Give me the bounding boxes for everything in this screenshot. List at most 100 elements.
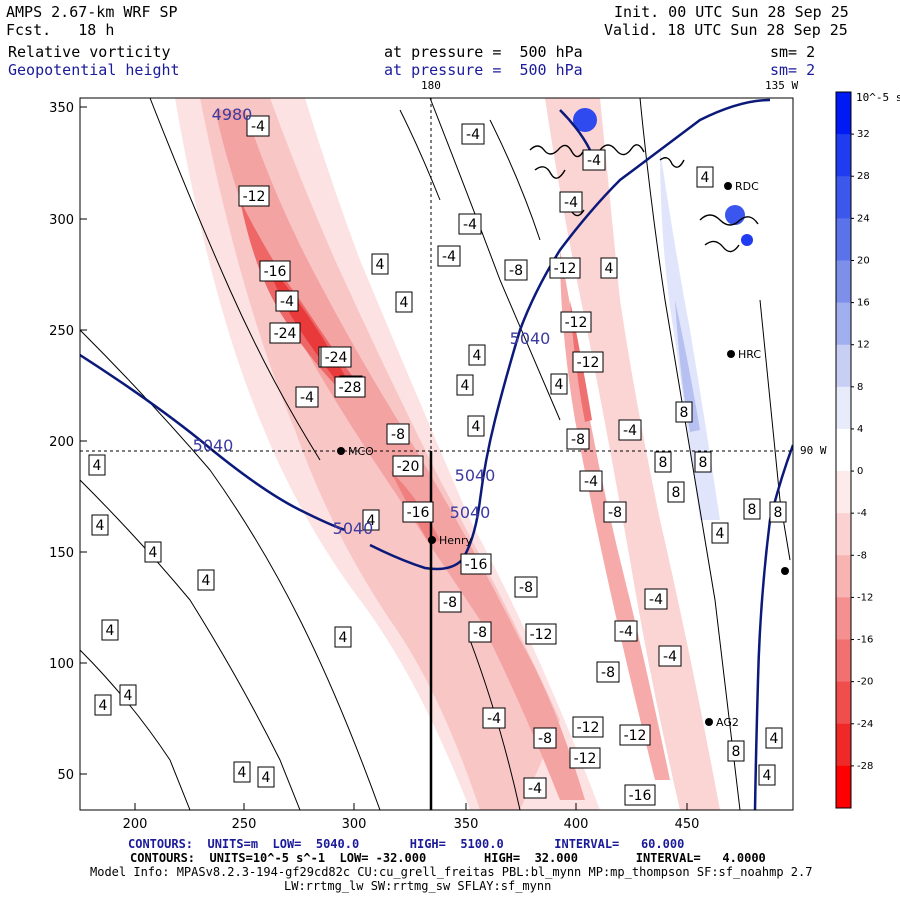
- vorticity-contour-label: 4: [88, 454, 106, 476]
- svg-text:-12: -12: [577, 355, 600, 371]
- colorbar-label: -12: [857, 592, 873, 603]
- field2-label: Geopotential height: [8, 61, 180, 79]
- vorticity-contour-label: 4: [550, 373, 568, 395]
- vorticity-contour-label: 8: [727, 740, 745, 762]
- y-tick-label: 100: [49, 657, 74, 672]
- x-tick-label: 200: [123, 817, 148, 832]
- vorticity-contour-label: 4: [371, 253, 389, 275]
- colorbar-swatch: [836, 471, 851, 514]
- svg-text:-8: -8: [608, 505, 622, 521]
- vorticity-contour-label: 4: [362, 509, 380, 531]
- vorticity-contour-label: -16: [460, 553, 492, 575]
- vorticity-contour-label: 4: [467, 415, 485, 437]
- colorbar-label: 12: [857, 340, 870, 351]
- smoothing2-label: sm= 2: [770, 61, 816, 79]
- vorticity-contour-label: 8: [769, 501, 787, 523]
- vorticity-contour-label: 4: [696, 166, 714, 188]
- svg-text:-4: -4: [584, 474, 598, 490]
- svg-text:-8: -8: [509, 263, 523, 279]
- vorticity-contour-label: -4: [644, 588, 668, 610]
- vorticity-contour-label: 4: [468, 344, 486, 366]
- colorbar-label: -20: [857, 677, 873, 688]
- svg-text:-12: -12: [574, 751, 597, 767]
- lon-135w-label: 135 W: [765, 79, 799, 92]
- colorbar-swatch: [836, 555, 851, 598]
- svg-text:-4: -4: [623, 423, 637, 439]
- vorticity-contour-label: -8: [566, 428, 590, 450]
- vorticity-contour-label: -4: [579, 470, 603, 492]
- vorticity-contour-label: 8: [675, 401, 693, 423]
- x-tick-label: 450: [675, 817, 700, 832]
- colorbar-label: 8: [857, 382, 863, 393]
- vorticity-contour-label: -12: [238, 185, 270, 207]
- colorbar-label: 24: [857, 213, 870, 224]
- svg-text:4: 4: [555, 377, 564, 393]
- y-tick-label: 150: [49, 546, 74, 561]
- vorticity-contour-label: -8: [438, 591, 462, 613]
- vorticity-contour-label: 4: [600, 257, 618, 279]
- height-contour-label: 5040: [450, 503, 491, 522]
- y-tick-label: 300: [49, 213, 74, 228]
- svg-text:-12: -12: [565, 315, 588, 331]
- vorticity-contour-label: 4: [257, 766, 275, 788]
- vorticity-contour-label: -4: [246, 115, 270, 137]
- height-contour-label: 5040: [333, 519, 374, 538]
- y-axis-ticks: 350 300 250 200 150 100 50: [49, 101, 87, 783]
- svg-text:4: 4: [472, 419, 481, 435]
- svg-text:4: 4: [124, 688, 133, 704]
- colorbar-label: -28: [857, 761, 873, 772]
- footer-vorticity-contours: CONTOURS: UNITS=10^-5 s^-1 LOW= -32.000 …: [130, 851, 766, 865]
- x-tick-label: 400: [564, 817, 589, 832]
- vorticity-contour-label: -12: [560, 311, 592, 333]
- vorticity-contour-label: -12: [569, 747, 601, 769]
- svg-text:-16: -16: [407, 505, 430, 521]
- colorbar-swatch: [836, 723, 851, 767]
- colorbar: 32 28 24 20 16 12 8 4 0 -4 -8 -12 -16 -20 -24 -28: [835, 91, 873, 809]
- colorbar-label: -4: [857, 508, 867, 519]
- vorticity-contour-label: 4: [233, 761, 251, 783]
- colorbar-swatch: [836, 344, 851, 388]
- colorbar-label: -8: [857, 550, 867, 561]
- colorbar-swatch: [836, 681, 851, 725]
- svg-text:4: 4: [93, 458, 102, 474]
- vorticity-contour-label: 4: [197, 569, 215, 591]
- vorticity-contour-label: -12: [525, 623, 557, 645]
- svg-text:4: 4: [262, 770, 271, 786]
- svg-text:-4: -4: [300, 390, 314, 406]
- svg-text:4: 4: [238, 765, 247, 781]
- vorticity-contour-label: 4: [456, 374, 474, 396]
- model-title: AMPS 2.67-km WRF SP: [6, 3, 178, 21]
- height-contour-label: 5040: [193, 436, 234, 455]
- forecast-hour: Fcst. 18 h: [6, 21, 115, 39]
- colorbar-swatch: [836, 765, 851, 809]
- colorbar-swatch: [836, 513, 851, 556]
- height-contour-label: 5040: [510, 329, 551, 348]
- vorticity-contour-label: 8: [743, 498, 761, 520]
- svg-text:4: 4: [339, 630, 348, 646]
- svg-text:8: 8: [680, 405, 689, 421]
- vorticity-contour-label: 4: [101, 619, 119, 641]
- colorbar-swatch: [836, 597, 851, 641]
- y-tick-label: 50: [57, 768, 74, 783]
- svg-text:-4: -4: [487, 711, 501, 727]
- footer-physics-info: LW:rrtmg_lw SW:rrtmg_sw SFLAY:sf_mynn: [284, 879, 552, 893]
- pressure1-label: at pressure = 500 hPa: [384, 43, 583, 61]
- station-ag2: AG2: [705, 716, 739, 729]
- colorbar-label: 4: [857, 424, 863, 435]
- valid-time: Valid. 18 UTC Sun 28 Sep 25: [604, 21, 848, 39]
- station-hrc: HRC: [727, 348, 761, 361]
- vorticity-contour-label: -4: [618, 419, 642, 441]
- svg-text:4: 4: [149, 545, 158, 561]
- svg-text:-4: -4: [442, 249, 456, 265]
- svg-text:-16: -16: [264, 264, 287, 280]
- svg-text:-4: -4: [663, 649, 677, 665]
- vorticity-contour-label: 8: [667, 481, 685, 503]
- height-contour-label: 5040: [455, 466, 496, 485]
- colorbar-label: -16: [857, 635, 873, 646]
- svg-text:-8: -8: [538, 731, 552, 747]
- svg-text:-12: -12: [530, 627, 553, 643]
- svg-text:-24: -24: [274, 326, 297, 342]
- svg-text:4: 4: [461, 378, 470, 394]
- init-time: Init. 00 UTC Sun 28 Sep 25: [614, 3, 849, 21]
